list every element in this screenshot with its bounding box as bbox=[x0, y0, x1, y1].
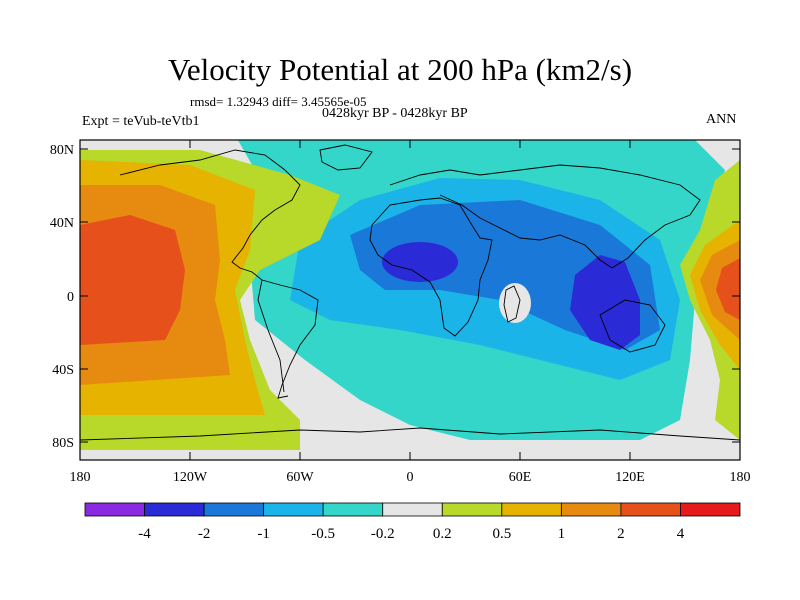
coast-africa bbox=[369, 197, 493, 337]
contour-pos-2-west bbox=[80, 215, 185, 345]
colorbar-swatch bbox=[84, 502, 145, 517]
experiment-text: Expt = teVub-teVtb1 bbox=[82, 114, 200, 129]
axis-labels: 180 120W 60W 0 60E 120E 180 80N 40N 0 40… bbox=[50, 143, 751, 485]
colorbar-swatch bbox=[203, 502, 265, 517]
coast-antarctica bbox=[80, 427, 740, 441]
colorbar-swatch bbox=[263, 502, 324, 517]
colorbar-swatch bbox=[322, 502, 384, 517]
lon-tick-label: 120W bbox=[173, 470, 208, 485]
lat-tick-label: 80N bbox=[50, 143, 74, 158]
lon-tick-label: 180 bbox=[730, 470, 751, 485]
contour-pos-2-east bbox=[716, 258, 740, 320]
colorbar-swatch bbox=[441, 502, 503, 517]
lon-tick-label: 60E bbox=[509, 470, 532, 485]
colorbar-swatch bbox=[680, 502, 741, 517]
coast-north-america bbox=[119, 149, 301, 281]
lat-tick-label: 40S bbox=[52, 363, 74, 378]
contour-neg-2-africa bbox=[382, 242, 458, 282]
colorbar-swatch bbox=[501, 502, 562, 517]
colorbar-label: 0.2 bbox=[433, 526, 452, 542]
coastlines bbox=[80, 144, 740, 441]
colorbar-swatch bbox=[144, 502, 205, 517]
missing-madagascar bbox=[499, 283, 531, 323]
lon-tick-label: 60W bbox=[286, 470, 314, 485]
colorbar-swatch bbox=[382, 502, 443, 517]
season-text: ANN bbox=[706, 112, 737, 127]
velocity-potential-field bbox=[80, 140, 740, 460]
plot-title: Velocity Potential at 200 hPa (km2/s) bbox=[167, 52, 633, 87]
colorbar-label: -0.5 bbox=[311, 526, 335, 542]
tick-marks bbox=[79, 140, 741, 460]
coast-australia bbox=[599, 299, 666, 353]
coast-south-america-west bbox=[257, 279, 285, 393]
coast-madagascar bbox=[503, 285, 521, 323]
lat-tick-label: 40N bbox=[50, 216, 74, 231]
colorbar-label: 1 bbox=[558, 526, 566, 542]
colorbar-label: -2 bbox=[198, 526, 211, 542]
contour-neg-2-indonesia bbox=[570, 255, 640, 350]
lon-tick-label: 180 bbox=[70, 470, 91, 485]
stats-text: rmsd= 1.32943 diff= 3.45565e-05 bbox=[190, 94, 367, 109]
lat-tick-label: 0 bbox=[67, 290, 74, 305]
colorbar-label: 0.5 bbox=[492, 526, 511, 542]
colorbar: -4 -2 -1 -0.5 -0.2 0.2 0.5 1 2 4 bbox=[84, 502, 741, 542]
lon-tick-label: 120E bbox=[615, 470, 645, 485]
colorbar-swatch bbox=[620, 502, 681, 517]
lon-tick-label: 0 bbox=[407, 470, 414, 485]
colorbar-label: 4 bbox=[677, 526, 685, 542]
colorbar-swatch bbox=[560, 502, 622, 517]
colorbar-label: -4 bbox=[138, 526, 151, 542]
coast-greenland bbox=[319, 144, 373, 171]
lat-tick-label: 80S bbox=[52, 436, 74, 451]
colorbar-label: -1 bbox=[257, 526, 270, 542]
colorbar-label: 2 bbox=[617, 526, 625, 542]
coast-south-america bbox=[261, 279, 319, 399]
period-text: 0428kyr BP - 0428kyr BP bbox=[322, 106, 468, 121]
coast-eurasia bbox=[389, 164, 701, 269]
colorbar-label: -0.2 bbox=[371, 526, 395, 542]
